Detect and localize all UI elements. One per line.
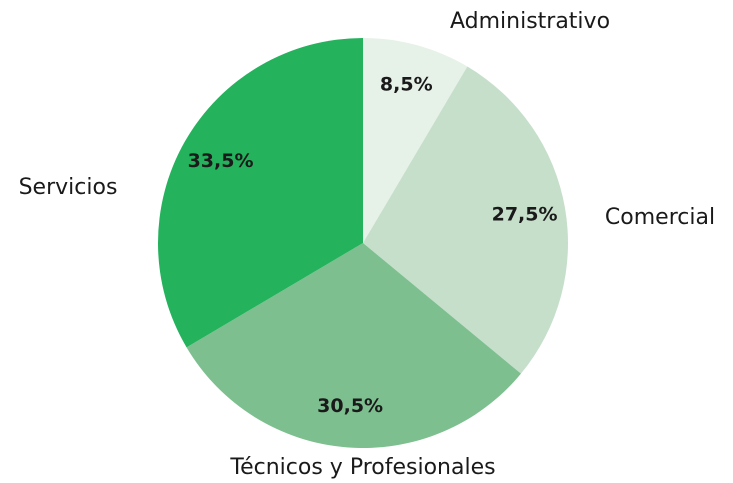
pie-slice xyxy=(186,243,521,448)
pie-slice xyxy=(363,66,568,374)
value-label: 27,5% xyxy=(492,203,558,225)
category-label: Servicios xyxy=(19,175,118,200)
value-label: 8,5% xyxy=(380,73,433,95)
category-label: Técnicos y Profesionales xyxy=(229,455,495,480)
pie-slice xyxy=(158,38,363,348)
category-label: Comercial xyxy=(605,205,715,230)
category-label: Administrativo xyxy=(450,9,610,34)
value-label: 33,5% xyxy=(188,150,254,172)
value-label: 30,5% xyxy=(317,395,383,417)
pie-slice xyxy=(363,38,468,243)
